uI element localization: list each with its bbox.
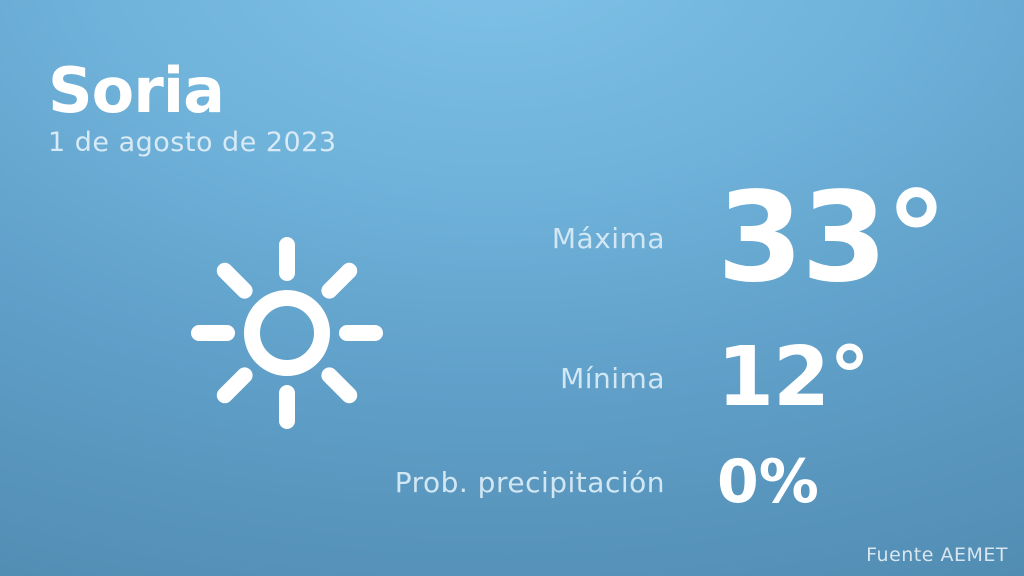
maxima-value: 33° [717,166,948,310]
metric-row-maxima: Máxima 33° [360,166,948,310]
minima-label: Mínima [560,361,665,395]
maxima-label: Máxima [551,221,665,255]
minima-value: 12° [717,330,870,425]
metric-row-precipitacion: Prob. precipitación 0% [360,440,946,524]
source-attribution: Fuente AEMET [866,544,1008,566]
metrics-panel: Máxima 33° Mínima 12° Prob. precipitació… [360,166,948,524]
card-header: Soria 1 de agosto de 2023 [48,58,337,158]
page-title: Soria [48,54,225,127]
precipitacion-label: Prob. precipitación [394,465,665,499]
date-label: 1 de agosto de 2023 [48,127,337,159]
metric-row-minima: Mínima 12° [360,332,946,424]
sun-icon [187,233,387,433]
precipitacion-value: 0% [717,447,819,517]
